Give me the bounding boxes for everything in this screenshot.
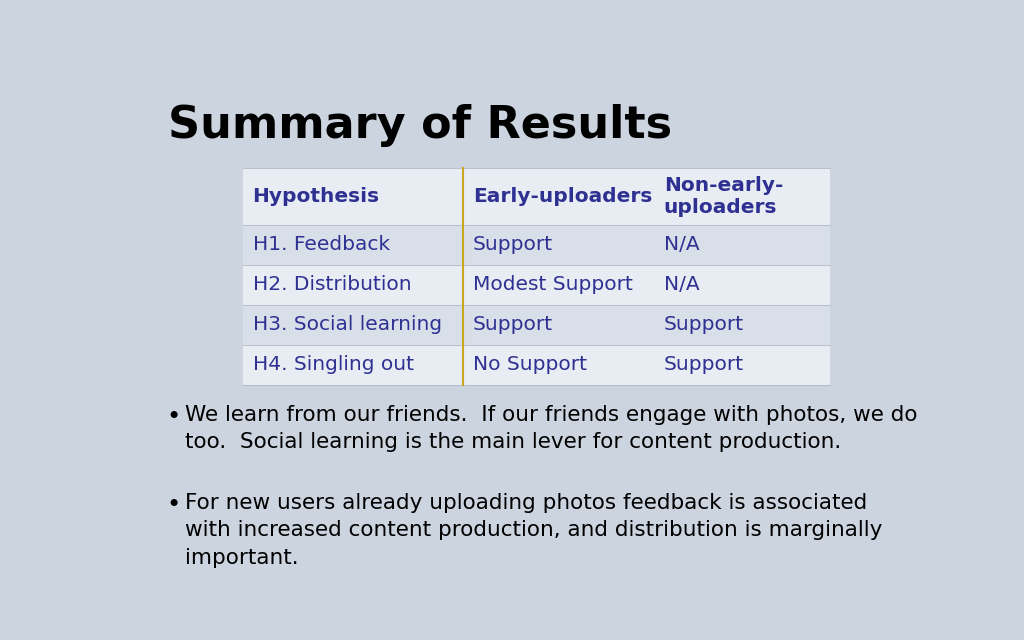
- Text: Modest Support: Modest Support: [473, 275, 633, 294]
- FancyBboxPatch shape: [243, 225, 830, 265]
- FancyBboxPatch shape: [243, 345, 830, 385]
- Text: Hypothesis: Hypothesis: [253, 187, 380, 206]
- Text: Early-uploaders: Early-uploaders: [473, 187, 652, 206]
- Text: Support: Support: [473, 235, 553, 254]
- Text: Summary of Results: Summary of Results: [168, 104, 672, 147]
- Text: For new users already uploading photos feedback is associated
with increased con: For new users already uploading photos f…: [185, 493, 883, 568]
- Text: Non-early-
uploaders: Non-early- uploaders: [664, 176, 783, 217]
- Text: H3. Social learning: H3. Social learning: [253, 316, 441, 334]
- Text: •: •: [166, 404, 180, 429]
- Text: N/A: N/A: [664, 275, 699, 294]
- Text: N/A: N/A: [664, 235, 699, 254]
- Text: •: •: [166, 493, 180, 517]
- Text: Support: Support: [664, 355, 743, 374]
- Text: Support: Support: [473, 316, 553, 334]
- Text: H1. Feedback: H1. Feedback: [253, 235, 390, 254]
- Text: We learn from our friends.  If our friends engage with photos, we do
too.  Socia: We learn from our friends. If our friend…: [185, 404, 918, 452]
- FancyBboxPatch shape: [243, 305, 830, 345]
- Text: H4. Singling out: H4. Singling out: [253, 355, 414, 374]
- FancyBboxPatch shape: [243, 265, 830, 305]
- FancyBboxPatch shape: [243, 168, 830, 225]
- Text: Support: Support: [664, 316, 743, 334]
- Text: No Support: No Support: [473, 355, 587, 374]
- Text: H2. Distribution: H2. Distribution: [253, 275, 412, 294]
